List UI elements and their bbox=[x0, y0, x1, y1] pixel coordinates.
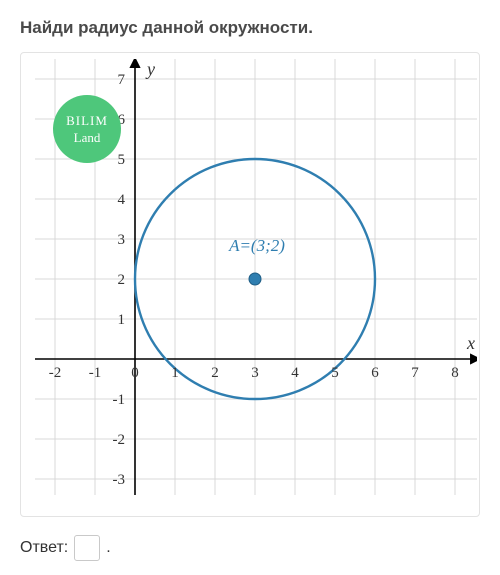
y-tick-label: 1 bbox=[118, 312, 126, 328]
y-tick-label: 2 bbox=[118, 272, 126, 288]
task-title: Найди радиус данной окружности. bbox=[20, 18, 480, 38]
x-tick-label: 1 bbox=[171, 365, 179, 381]
y-tick-label: -3 bbox=[113, 472, 126, 488]
y-tick-label: 5 bbox=[118, 152, 126, 168]
x-tick-label: 3 bbox=[251, 365, 259, 381]
answer-label: Ответ: bbox=[20, 539, 68, 557]
brand-badge bbox=[53, 95, 121, 163]
y-tick-label: -1 bbox=[113, 392, 126, 408]
y-tick-label: -2 bbox=[113, 432, 126, 448]
answer-row: Ответ: . bbox=[20, 535, 480, 561]
y-axis-label: y bbox=[145, 59, 155, 79]
y-tick-label: 3 bbox=[118, 232, 126, 248]
brand-badge-text-2: Land bbox=[74, 130, 101, 145]
x-tick-label: 0 bbox=[131, 365, 139, 381]
x-tick-label: 6 bbox=[371, 365, 379, 381]
x-tick-label: -1 bbox=[89, 365, 102, 381]
x-tick-label: -2 bbox=[49, 365, 62, 381]
brand-badge-text-1: BILIM bbox=[66, 113, 108, 128]
center-point bbox=[249, 273, 261, 285]
x-axis-label: x bbox=[466, 333, 475, 353]
x-tick-label: 8 bbox=[451, 365, 459, 381]
x-tick-label: 4 bbox=[291, 365, 299, 381]
x-tick-label: 7 bbox=[411, 365, 419, 381]
y-tick-label: 4 bbox=[118, 192, 126, 208]
x-tick-label: 5 bbox=[331, 365, 339, 381]
answer-suffix: . bbox=[106, 539, 110, 557]
answer-input[interactable] bbox=[74, 535, 100, 561]
coordinate-chart: A=(3;2)-2-1012345678-3-2-11234567xyBILIM… bbox=[25, 59, 477, 507]
chart-panel: A=(3;2)-2-1012345678-3-2-11234567xyBILIM… bbox=[20, 52, 480, 517]
y-tick-label: 7 bbox=[118, 72, 126, 88]
x-tick-label: 2 bbox=[211, 365, 219, 381]
point-label: A=(3;2) bbox=[228, 236, 285, 255]
